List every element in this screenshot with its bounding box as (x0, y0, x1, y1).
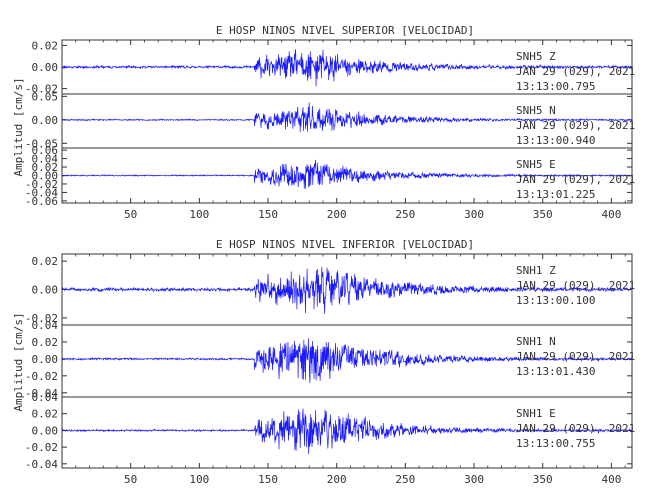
x-tick-label: 300 (464, 208, 484, 221)
y-tick-label: -0.02 (25, 441, 58, 454)
trace-frame (61, 396, 633, 469)
trace-date-label: JAN 29 (029), 2021 (516, 350, 635, 363)
y-axis-label-lower: Amplitud [cm/s] (12, 312, 25, 411)
trace-time-label: 13:13:00.940 (516, 134, 595, 147)
y-tick-label: -0.02 (25, 83, 58, 96)
x-tick-label: 400 (601, 208, 621, 221)
x-tick-label: 350 (533, 473, 553, 486)
trace-date-label: JAN 29 (029), 2021 (516, 422, 635, 435)
y-tick-label: 0.00 (32, 61, 59, 74)
y-tick-label: 0.06 (32, 144, 59, 157)
trace-date-label: JAN 29 (029), 2021 (516, 173, 635, 186)
panel-title-lower: E HOSP NINOS NIVEL INFERIOR [VELOCIDAD] (216, 238, 474, 251)
trace-station-label: SNH1 Z (516, 264, 556, 277)
x-tick-label: 100 (189, 473, 209, 486)
trace-station-label: SNH1 N (516, 335, 556, 348)
trace-date-label: JAN 29 (029), 2021 (516, 65, 635, 78)
y-tick-label: 0.02 (32, 408, 59, 421)
y-tick-label: 0.02 (32, 161, 59, 174)
y-tick-label: 0.00 (32, 424, 59, 437)
trace-station-label: SNH1 E (516, 407, 556, 420)
y-tick-label: 0.02 (32, 336, 59, 349)
y-tick-label: 0.02 (32, 255, 59, 268)
trace-station-label: SNH5 N (516, 104, 556, 117)
trace-time-label: 13:13:01.225 (516, 188, 595, 201)
y-tick-label: 0.02 (32, 39, 59, 52)
x-tick-label: 300 (464, 473, 484, 486)
y-tick-label: -0.02 (25, 312, 58, 325)
y-tick-label: 0.00 (32, 284, 59, 297)
waveform-snh1-z (61, 266, 633, 314)
panel-upper-plots: 50 100 150 200 250 300 350 4000.020.00-0.02SNH5… (25, 39, 635, 221)
y-tick-label: 0.04 (32, 153, 59, 166)
y-tick-label: 0.05 (32, 90, 59, 103)
x-tick-label: 250 (395, 208, 415, 221)
y-tick-label: -0.06 (25, 195, 58, 208)
x-tick-label: 200 (327, 208, 347, 221)
y-axis-label-upper: Amplitud [cm/s] (12, 77, 25, 176)
x-tick-label: 100 (189, 208, 209, 221)
y-tick-label: 0.00 (32, 114, 59, 127)
x-tick-label: 350 (533, 208, 553, 221)
y-tick-label: -0.02 (25, 178, 58, 191)
x-tick-label: 50 (124, 473, 137, 486)
waveform-snh1-n (61, 338, 633, 383)
panel-lower: E HOSP NINOS NIVEL INFERIOR [VELOCIDAD] … (12, 238, 635, 486)
x-tick-label: 400 (601, 473, 621, 486)
x-tick-label: 150 (258, 208, 278, 221)
y-tick-label: -0.05 (25, 137, 58, 150)
y-tick-label: -0.04 (25, 387, 58, 400)
waveform-snh5-n (61, 102, 633, 132)
x-tick-label: 50 (124, 208, 137, 221)
y-tick-label: 0.00 (32, 353, 59, 366)
trace-station-label: SNH5 E (516, 158, 556, 171)
trace-station-label: SNH5 Z (516, 50, 556, 63)
waveform-snh5-z (61, 49, 633, 87)
y-tick-label: -0.04 (25, 186, 58, 199)
y-tick-label: -0.02 (25, 370, 58, 383)
waveform-snh5-e (61, 159, 633, 189)
y-tick-label: -0.04 (25, 458, 58, 471)
trace-time-label: 13:13:01.430 (516, 365, 595, 378)
x-tick-label: 200 (327, 473, 347, 486)
y-tick-label: 0.04 (32, 319, 59, 332)
panel-upper: E HOSP NINOS NIVEL SUPERIOR [VELOCIDAD] … (12, 24, 635, 221)
trace-date-label: JAN 29 (029), 2021 (516, 119, 635, 132)
panel-title-upper: E HOSP NINOS NIVEL SUPERIOR [VELOCIDAD] (216, 24, 474, 37)
trace-time-label: 13:13:00.795 (516, 80, 595, 93)
trace-time-label: 13:13:00.100 (516, 294, 595, 307)
x-tick-label: 250 (395, 473, 415, 486)
trace-date-label: JAN 29 (029), 2021 (516, 279, 635, 292)
panel-lower-plots: 50 100 150 200 250 300 350 400 0.02 0.00 -0.02 SNH1… (25, 253, 635, 486)
y-tick-label: 0.04 (32, 391, 59, 404)
trace-time-label: 13:13:00.755 (516, 437, 595, 450)
y-tick-label: 0.00 (32, 170, 59, 183)
waveform-snh1-e (61, 408, 633, 455)
x-tick-label: 150 (258, 473, 278, 486)
